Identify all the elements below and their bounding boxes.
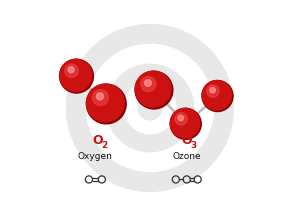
Circle shape (135, 71, 171, 107)
Text: Oxygen: Oxygen (78, 152, 113, 161)
Circle shape (170, 108, 200, 138)
Circle shape (207, 85, 219, 97)
Circle shape (202, 81, 232, 110)
Circle shape (68, 67, 74, 73)
Text: O: O (92, 134, 103, 147)
Circle shape (92, 90, 108, 106)
Circle shape (67, 25, 233, 191)
Circle shape (106, 64, 194, 152)
Circle shape (145, 80, 151, 86)
Circle shape (60, 59, 92, 91)
Text: 2: 2 (101, 141, 107, 150)
Circle shape (210, 87, 215, 93)
Circle shape (178, 115, 184, 121)
Circle shape (86, 84, 126, 124)
Circle shape (138, 96, 162, 120)
Circle shape (135, 71, 173, 109)
Circle shape (141, 76, 156, 92)
Text: Ozone: Ozone (172, 152, 201, 161)
Text: 3: 3 (190, 141, 197, 150)
Circle shape (65, 64, 78, 78)
Circle shape (202, 81, 233, 112)
Circle shape (86, 44, 214, 171)
Circle shape (60, 59, 93, 93)
Circle shape (170, 108, 201, 139)
Text: O: O (182, 134, 192, 147)
Circle shape (96, 93, 103, 100)
Circle shape (175, 113, 187, 125)
Circle shape (86, 84, 124, 122)
Circle shape (124, 82, 176, 134)
